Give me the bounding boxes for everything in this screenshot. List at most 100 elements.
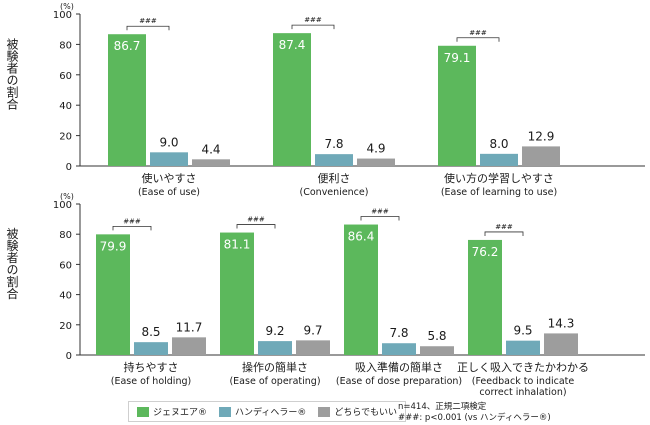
category-label: 持ちやすさ [124,360,179,374]
unit-label: (%) [60,2,74,11]
bar-value-label: 9.5 [513,324,532,338]
category-label: 使いやすさ [142,172,197,185]
unit-label: (%) [60,192,74,201]
bar-value-label: 87.4 [279,38,306,52]
bar-value-label: 79.9 [100,239,127,253]
footnotes: n=414、正規二項検定 ###: p<0.001 (vs ハンディヘラー®) [398,402,551,424]
significance-mark: ### [371,208,389,216]
legend-item-genuair: ジェヌエア® [137,405,207,418]
chart-legend: ジェヌエア® ハンディヘラー® どちらでもいい [128,401,406,422]
bar-value-label: 81.1 [224,238,251,252]
y-tick-label: 40 [59,291,72,302]
legend-label-genuair: ジェヌエア® [153,408,208,418]
bar-handihaler [134,342,168,355]
bar-value-label: 79.1 [444,51,471,65]
bar-value-label: 8.5 [141,325,160,339]
bar-value-label: 8.0 [489,137,508,151]
significance-bracket [236,224,276,229]
chart-panel-2: (%) 被験者の割合 0 20 40 60 80 100 79.9 8.5 11.7 ### 持ちやすさ… [5,192,645,398]
bar-neutral [357,158,395,166]
y-tick-label: 20 [59,132,72,143]
bar-value-label: 7.8 [324,137,343,151]
legend-label-handihaler: ハンディヘラー® [235,408,307,418]
bar-value-label: 9.7 [303,323,322,337]
bar-genuair [273,33,311,166]
bar-value-label: 9.2 [265,324,284,338]
legend-swatch-genuair [137,406,149,417]
y-tick-label: 60 [59,71,72,82]
legend-item-neutral: どちらでもいい [318,405,397,418]
category-sublabel: (Ease of use) [138,187,200,198]
significance-bracket [456,37,500,42]
significance-mark: ### [139,17,157,25]
y-axis-title: 被験者の割合 [5,38,19,110]
significance-mark: ### [304,16,322,24]
y-tick-label: 20 [59,321,72,332]
y-tick-label: 60 [59,260,72,271]
y-tick-label: 0 [66,351,72,362]
significance-mark: ### [469,29,487,37]
category-sublabel: (Feedback to indicate [472,376,575,387]
bar-genuair [108,34,146,166]
bar-value-label: 11.7 [176,320,203,334]
bar-value-label: 9.0 [159,135,178,149]
legend-swatch-neutral [318,406,331,417]
chart-panel-1: (%) 被験者の割合 0 20 40 60 80 100 86.7 9.0 4.4 ### 使いやすさ (… [5,2,645,198]
bar-value-label: 14.3 [548,316,575,330]
bar-handihaler [150,152,188,166]
legend-swatch-handihaler [219,406,232,417]
bar-neutral [420,346,454,355]
significance-mark: ### [495,223,513,231]
bar-handihaler [382,343,416,355]
category-label: 正しく吸入できたかわかる [457,361,589,374]
significance-bracket [126,25,170,31]
bar-value-label: 4.9 [366,142,385,156]
category-sublabel: correct inhalation) [479,387,566,398]
bar-value-label: 12.9 [528,129,555,143]
legend-label-neutral: どちらでもいい [334,408,397,418]
y-axis-title: 被験者の割合 [5,227,19,299]
significance-bracket [112,225,152,231]
y-tick-label: 80 [59,230,72,241]
category-label: 操作の簡単さ [242,360,308,374]
significance-mark: ### [123,217,141,225]
bar-value-label: 7.8 [389,326,408,340]
category-sublabel: (Ease of learning to use) [441,187,557,198]
bar-value-label: 4.4 [201,142,220,156]
bar-genuair [344,224,378,355]
bar-genuair [96,234,130,355]
category-label: 吸入準備の簡単さ [355,360,443,374]
legend-item-handihaler: ハンディヘラー® [219,405,306,418]
bar-value-label: 76.2 [472,245,499,259]
bar-neutral [544,333,578,355]
bar-handihaler [506,340,540,355]
bar-neutral [192,159,230,166]
category-sublabel: (Ease of operating) [229,376,320,387]
bar-genuair [438,45,476,166]
bar-neutral [172,337,206,355]
significance-bracket [291,24,335,30]
y-tick-label: 40 [59,101,72,112]
bar-value-label: 86.7 [114,39,141,53]
bar-genuair [220,232,254,355]
bar-value-label: 5.8 [427,329,446,343]
significance-bracket [484,231,524,236]
bar-handihaler [315,154,353,166]
category-sublabel: (Ease of holding) [111,376,191,387]
y-tick-label: 100 [53,10,72,21]
category-label: 便利さ [318,172,351,185]
y-tick-label: 0 [66,162,72,173]
footnote-sample: n=414、正規二項検定 [398,402,487,412]
bar-value-label: 86.4 [348,230,375,244]
significance-bracket [360,216,400,221]
y-tick-label: 80 [59,40,72,51]
footnote-significance: ###: p<0.001 (vs ハンディヘラー®) [398,413,551,423]
bar-handihaler [258,341,292,355]
bar-neutral [296,340,330,355]
category-label: 使い方の学習しやすさ [444,171,554,185]
bar-neutral [522,146,560,166]
category-sublabel: (Convenience) [300,187,369,198]
bar-genuair [468,239,502,355]
category-sublabel: (Ease of dose preparation) [336,376,462,387]
